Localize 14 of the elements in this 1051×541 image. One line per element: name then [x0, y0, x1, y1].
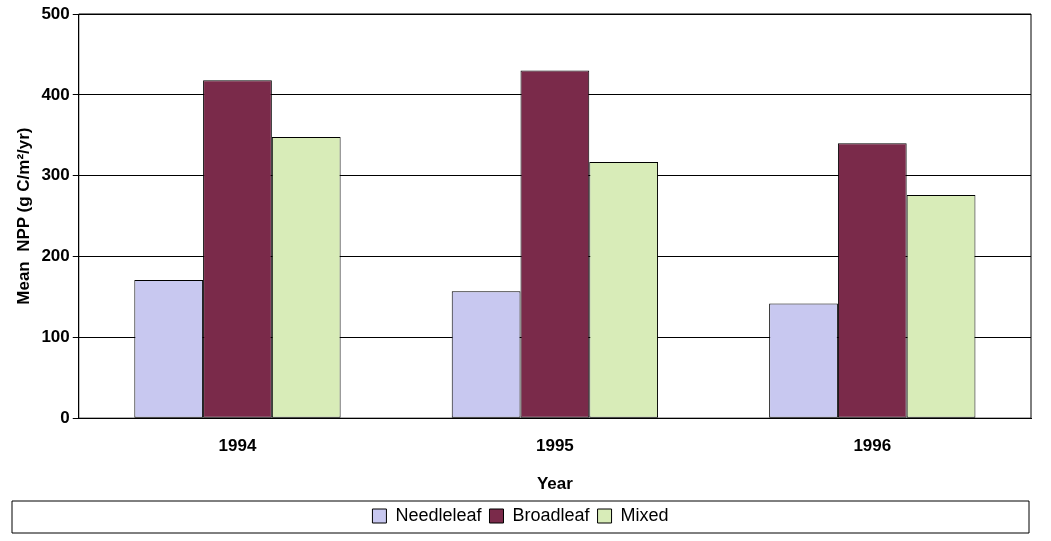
y-tick-label: 400: [41, 84, 70, 104]
legend-label: Mixed: [620, 504, 669, 525]
x-tick-label: 1995: [535, 436, 574, 456]
y-tick-label: 200: [41, 246, 70, 266]
y-tick-label: 500: [41, 3, 70, 23]
legend-label: Needleleaf: [395, 504, 483, 525]
y-axis-title: Mean NPP (g C/m²/yr): [13, 127, 33, 305]
x-axis-title: Year: [536, 474, 574, 494]
y-tick-label: 300: [41, 165, 70, 185]
legend-label: Broadleaf: [512, 504, 591, 525]
y-tick-label: 0: [60, 407, 70, 427]
x-tick-label: 1994: [218, 436, 257, 456]
y-tick-label: 100: [41, 327, 70, 347]
x-tick-label: 1996: [853, 436, 892, 456]
